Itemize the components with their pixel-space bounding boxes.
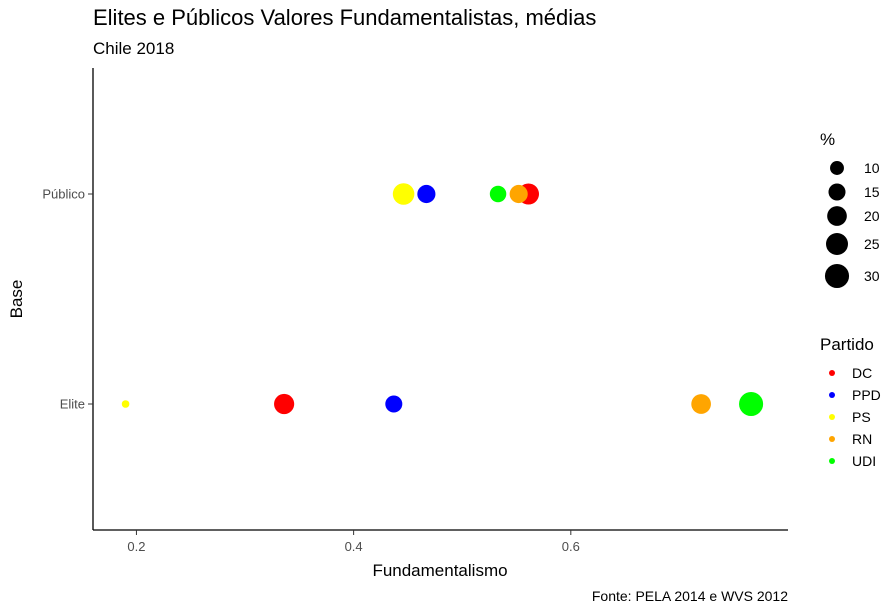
data-point-elite-ppd xyxy=(385,395,403,413)
color-legend-label: UDI xyxy=(852,453,876,469)
x-tick-label: 0.2 xyxy=(127,539,145,554)
color-legend-key xyxy=(829,436,835,442)
size-legend-label: 30 xyxy=(864,268,880,284)
data-point-elite-udi xyxy=(739,391,764,417)
color-legend-key xyxy=(829,392,835,398)
x-tick-label: 0.4 xyxy=(345,539,363,554)
color-legend-key xyxy=(829,370,835,376)
size-legend-key xyxy=(824,263,850,289)
size-legend-label: 10 xyxy=(864,160,880,176)
chart-title: Elites e Públicos Valores Fundamentalist… xyxy=(93,5,596,30)
size-legend: 10 15 20 25 30 xyxy=(824,160,880,289)
color-legend-key xyxy=(829,458,835,464)
data-point-elite-dc xyxy=(274,393,295,415)
chart-caption: Fonte: PELA 2014 e WVS 2012 xyxy=(592,588,788,604)
size-legend-title: % xyxy=(820,130,835,149)
plot-area xyxy=(121,183,764,417)
data-point-publico-rn xyxy=(509,184,528,204)
size-legend-label: 20 xyxy=(864,208,880,224)
color-legend-label: DC xyxy=(852,365,872,381)
size-legend-key xyxy=(826,233,848,255)
data-point-publico-udi xyxy=(489,185,507,203)
size-legend-label: 25 xyxy=(864,236,880,252)
color-legend: DC PPD PS RN UDI xyxy=(829,365,881,469)
size-legend-key xyxy=(828,183,846,201)
y-axis-title: Base xyxy=(7,280,26,319)
data-point-elite-ps xyxy=(121,400,130,408)
x-tick-label: 0.6 xyxy=(562,539,580,554)
data-point-publico-ps xyxy=(392,183,415,205)
color-legend-title: Partido xyxy=(820,335,874,354)
chart-subtitle: Chile 2018 xyxy=(93,39,174,58)
data-point-publico-ppd xyxy=(417,184,436,204)
y-ticks: Elite Público xyxy=(42,187,93,412)
x-ticks: 0.2 0.4 0.6 xyxy=(127,530,580,554)
color-legend-label: RN xyxy=(852,431,872,447)
size-legend-key xyxy=(830,161,844,175)
y-tick-label: Elite xyxy=(60,397,85,412)
y-tick-label: Público xyxy=(42,187,85,202)
size-legend-label: 15 xyxy=(864,184,880,200)
color-legend-label: PS xyxy=(852,409,871,425)
size-legend-key xyxy=(827,206,847,226)
data-point-elite-rn xyxy=(691,394,711,414)
color-legend-key xyxy=(829,414,835,420)
color-legend-label: PPD xyxy=(852,387,881,403)
x-axis-title: Fundamentalismo xyxy=(372,561,507,580)
